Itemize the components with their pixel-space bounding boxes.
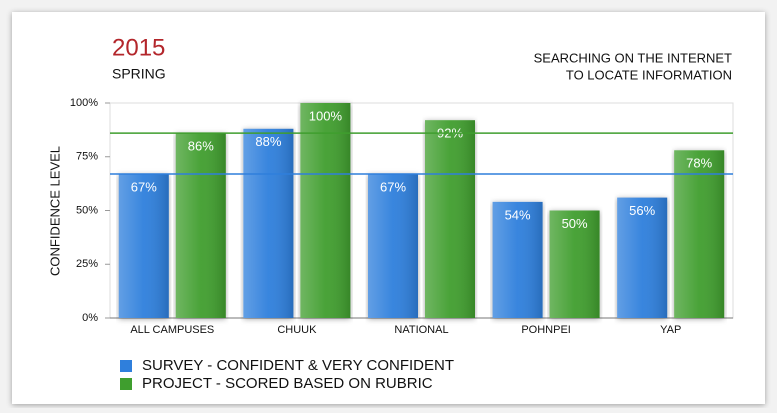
y-tick-label: 0% bbox=[82, 312, 98, 324]
value-label: 50% bbox=[562, 216, 588, 231]
value-label: 88% bbox=[255, 134, 281, 149]
x-tick-label: YAP bbox=[660, 324, 681, 336]
y-tick-label: 75% bbox=[76, 151, 98, 163]
bar-gloss bbox=[492, 201, 543, 318]
legend-swatch bbox=[120, 360, 132, 372]
y-axis-label: CONFIDENCE LEVEL bbox=[47, 146, 62, 276]
value-label: 54% bbox=[505, 207, 531, 222]
value-label: 78% bbox=[686, 156, 712, 171]
bar-gloss bbox=[175, 133, 226, 318]
bar-gloss bbox=[425, 120, 475, 318]
y-tick-label: 25% bbox=[76, 258, 98, 270]
subtitle: SPRING bbox=[112, 66, 166, 82]
legend-label: SURVEY - CONFIDENT & VERY CONFIDENT bbox=[142, 357, 454, 374]
bar-gloss bbox=[368, 173, 418, 318]
x-tick-label: CHUUK bbox=[277, 324, 317, 336]
bar-gloss bbox=[243, 128, 294, 318]
value-label: 86% bbox=[188, 139, 214, 154]
bar-gloss bbox=[617, 197, 668, 318]
x-tick-label: ALL CAMPUSES bbox=[130, 324, 214, 336]
chart-title: SEARCHING ON THE INTERNET bbox=[534, 50, 732, 65]
legend-label: PROJECT - SCORED BASED ON RUBRIC bbox=[142, 375, 433, 392]
legend-swatch bbox=[120, 378, 132, 390]
chart-title: TO LOCATE INFORMATION bbox=[566, 67, 732, 82]
value-label: 56% bbox=[629, 203, 655, 218]
value-label: 67% bbox=[380, 179, 406, 194]
bar-gloss bbox=[118, 173, 169, 318]
y-tick-label: 100% bbox=[70, 97, 98, 109]
bar-gloss bbox=[549, 210, 600, 318]
y-tick-label: 50% bbox=[76, 204, 98, 216]
x-tick-label: POHNPEI bbox=[521, 324, 571, 336]
year: 2015 bbox=[112, 34, 165, 61]
value-label: 100% bbox=[309, 108, 343, 123]
bar-gloss bbox=[300, 103, 351, 318]
bar-gloss bbox=[674, 150, 725, 318]
value-label: 67% bbox=[131, 179, 157, 194]
x-tick-label: NATIONAL bbox=[394, 324, 448, 336]
